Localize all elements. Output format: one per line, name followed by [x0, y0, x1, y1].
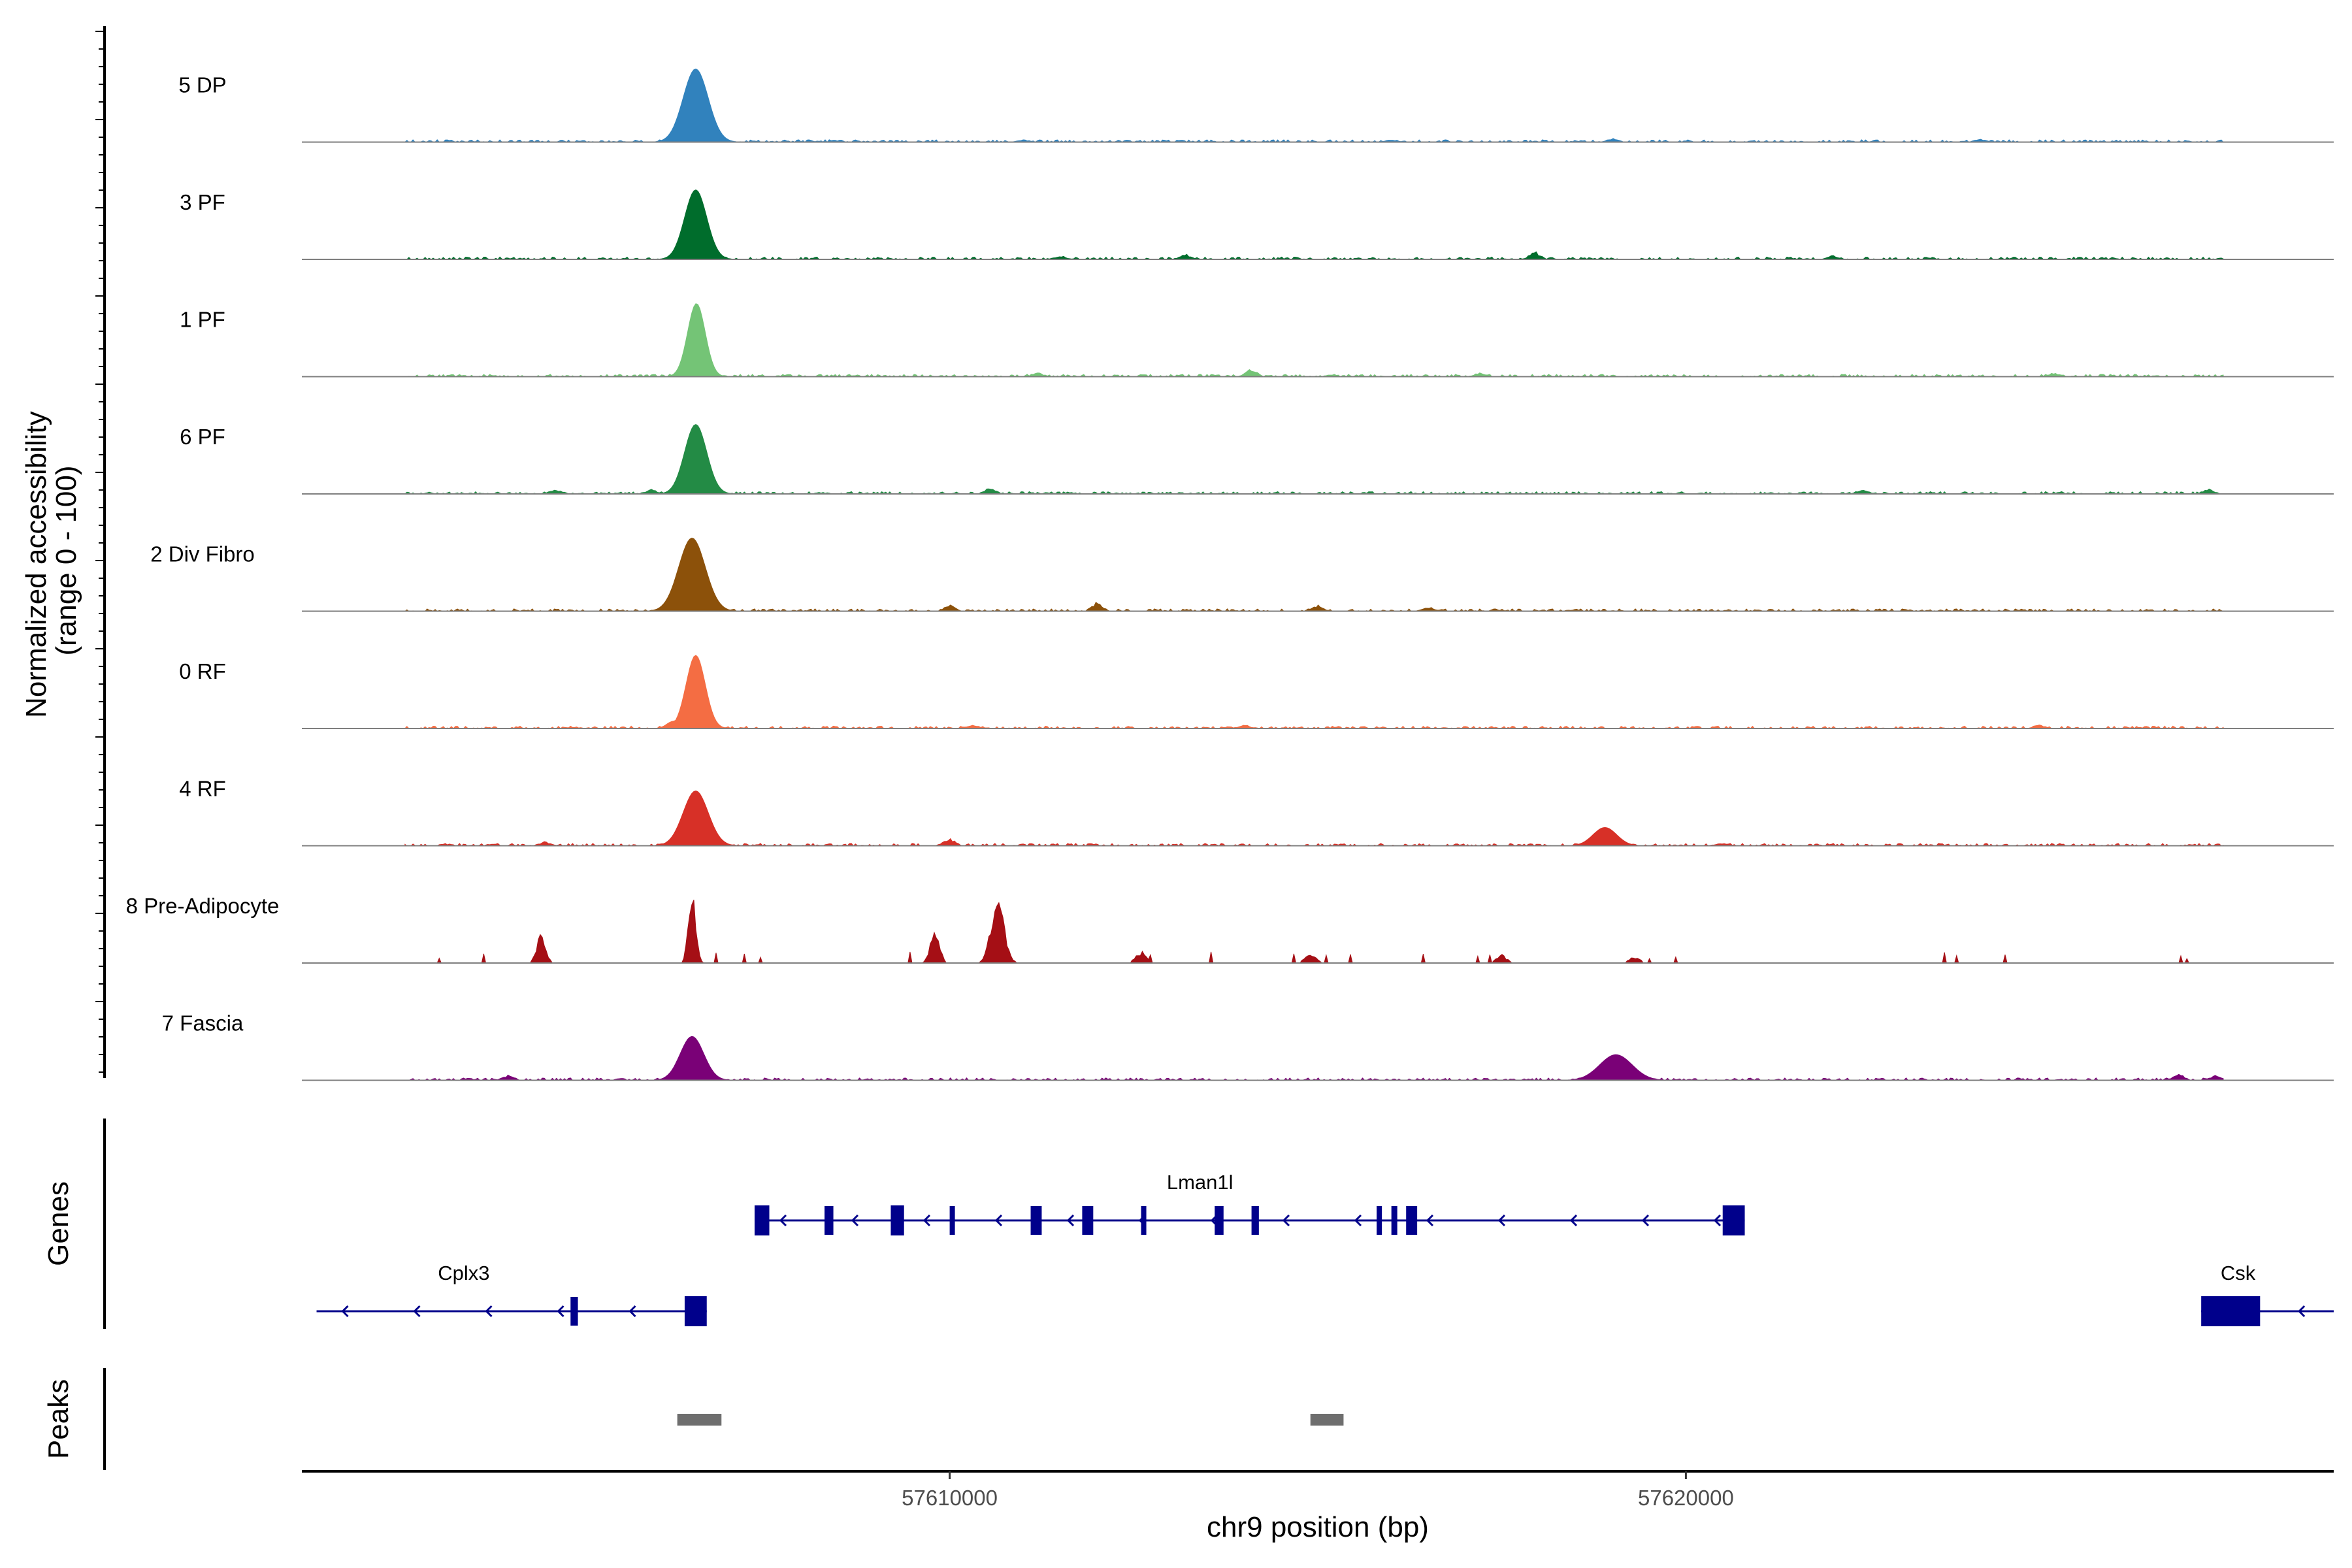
strand-arrow [1066, 1214, 1075, 1227]
gene-exon [1391, 1206, 1397, 1235]
track-label: 2 Div Fibro [150, 542, 255, 566]
gene-exon [949, 1206, 955, 1235]
gene-exon [1141, 1206, 1147, 1235]
track-0-rf: 0 RF [179, 655, 2334, 729]
track-label: 0 RF [179, 659, 226, 683]
gene-exon [1377, 1206, 1382, 1235]
gene-cplx3: Cplx3 [316, 1262, 707, 1326]
track-4-rf: 4 RF [179, 777, 2334, 847]
track-2-div-fibro: 2 Div Fibro [150, 537, 2334, 612]
y-axis-title: Normalized accessibility (range 0 - 100) [20, 403, 82, 718]
track-1-pf: 1 PF [180, 303, 2334, 378]
strand-arrow [1497, 1214, 1506, 1227]
peak-region [1310, 1414, 1344, 1426]
strand-arrow [923, 1214, 931, 1227]
track-7-fascia: 7 Fascia [162, 1011, 2334, 1081]
gene-exon [890, 1205, 904, 1235]
gene-exon [825, 1206, 834, 1235]
genes-panel-label: Genes [42, 1181, 74, 1266]
x-tick-label: 57620000 [1638, 1486, 1734, 1510]
strand-arrow [779, 1214, 787, 1227]
track-3-pf: 3 PF [180, 189, 2334, 260]
track-label: 3 PF [180, 190, 225, 214]
track-label: 4 RF [179, 777, 226, 801]
gene-exon [1030, 1206, 1042, 1235]
peak-regions [677, 1414, 1344, 1426]
y-axis-title-line-1: Normalized accessibility [20, 411, 52, 717]
track-signal [404, 303, 2224, 378]
peak-region [677, 1414, 722, 1426]
gene-exon [684, 1296, 707, 1326]
strand-arrow [1354, 1214, 1362, 1227]
peaks-panel-label: Peaks [42, 1379, 74, 1459]
gene-label: Csk [2221, 1262, 2256, 1284]
coverage-tracks: 5 DP 3 PF 1 PF 6 PF 2 Div Fibro 0 RF 4 RF 8 Pre… [126, 68, 2334, 1081]
gene-exon [1082, 1206, 1094, 1235]
strand-arrow [413, 1305, 421, 1318]
track-label: 1 PF [180, 308, 225, 332]
y-axis-title-line-2: (range 0 - 100) [50, 465, 82, 655]
strand-arrow [2298, 1305, 2306, 1318]
gene-exon [570, 1297, 578, 1326]
strand-arrow [1641, 1214, 1650, 1227]
gene-exon [754, 1205, 770, 1235]
x-axis-ticks: 57610000 57620000 [902, 1471, 1734, 1510]
coverage-y-ticks [95, 31, 105, 1073]
strand-arrow [485, 1305, 493, 1318]
gene-exon [1215, 1206, 1224, 1235]
gene-label: Lman1l [1167, 1171, 1233, 1194]
track-signal [404, 537, 2224, 612]
gene-exon [1251, 1206, 1259, 1235]
strand-arrow [1282, 1214, 1290, 1227]
strand-arrow [1569, 1214, 1578, 1227]
track-6-pf: 6 PF [180, 424, 2334, 495]
gene-lman1l: Lman1l [754, 1171, 1745, 1235]
track-label: 8 Pre-Adipocyte [126, 894, 280, 918]
strand-arrow [994, 1214, 1003, 1227]
gene-exon [1406, 1206, 1418, 1235]
strand-arrow [557, 1305, 564, 1318]
track-5-dp: 5 DP [178, 68, 2334, 143]
x-tick-label: 57610000 [902, 1486, 998, 1510]
track-label: 5 DP [178, 73, 226, 97]
strand-arrow [1426, 1214, 1434, 1227]
gene-exon [2201, 1296, 2261, 1326]
track-label: 7 Fascia [162, 1011, 244, 1036]
strand-arrow [1713, 1214, 1722, 1227]
gene-annotations: Lman1l Cplx3 Csk [316, 1171, 2334, 1326]
strand-arrow [341, 1305, 349, 1318]
track-8-pre-adipocyte: 8 Pre-Adipocyte [126, 894, 2334, 964]
x-axis-title: chr9 position (bp) [1207, 1511, 1429, 1543]
strand-arrow [629, 1305, 636, 1318]
track-label: 6 PF [180, 425, 225, 449]
gene-label: Cplx3 [438, 1262, 489, 1284]
gene-exon [1722, 1205, 1745, 1235]
strand-arrow [851, 1214, 859, 1227]
gene-csk: Csk [2201, 1262, 2334, 1326]
